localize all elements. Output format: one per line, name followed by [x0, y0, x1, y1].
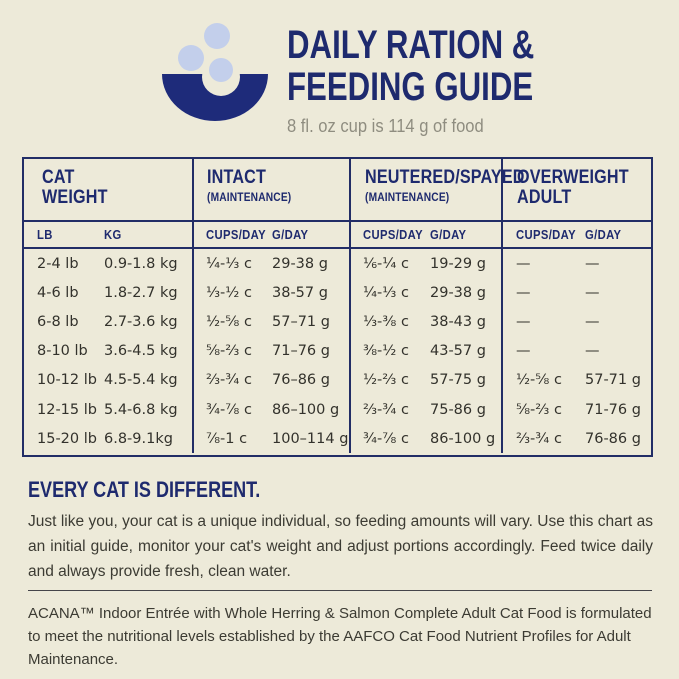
- cell-overweight-cups-row3: —: [516, 313, 531, 330]
- cell-neutered-cups-row5: ½-⅔ c: [363, 372, 409, 389]
- subheader-intact-grams: G/DAY: [268, 222, 351, 249]
- cell-weight-lb-row7: 15-20 lb: [37, 430, 97, 447]
- cup-conversion-note: 8 fl. oz cup is 114 g of food: [287, 116, 484, 136]
- cell-weight-lb-row6: 12-15 lb: [37, 401, 97, 418]
- subheader-overweight-cups: CUPS/DAY: [503, 222, 576, 249]
- column-header-intact: INTACT (MAINTENANCE): [192, 159, 351, 222]
- cell-neutered-cups-row4: ⅜-½ c: [363, 343, 409, 360]
- divider-line: [28, 590, 652, 591]
- page-title-line2: FEEDING GUIDE: [287, 65, 534, 109]
- column-header-neutered-spayed: NEUTERED/SPAYED (MAINTENANCE): [349, 159, 524, 222]
- column-header-overweight-adult: OVERWEIGHT ADULT: [501, 159, 651, 222]
- cell-weight-kg-row4: 3.6-4.5 kg: [86, 336, 194, 366]
- cell-neutered-cups-row6: ⅔-¾ c: [363, 401, 409, 418]
- cell-intact-grams-row1: 29-38 g: [268, 249, 351, 279]
- column-header-cat-weight: CAT WEIGHT: [24, 159, 194, 222]
- cell-intact-cups-row3: ½-⅝ c: [206, 313, 252, 330]
- cell-weight-kg-row1: 0.9-1.8 kg: [86, 249, 194, 279]
- cell-overweight-grams-row6: 71-76 g: [585, 401, 641, 418]
- subheader-lb: LB: [24, 222, 86, 249]
- cell-intact-cups-row2: ⅓-½ c: [206, 284, 252, 301]
- subheader-overweight-grams: G/DAY: [573, 222, 651, 249]
- cell-intact-grams-row2: 38-57 g: [268, 278, 351, 308]
- cell-overweight-cups-row7: ⅔-¾ c: [516, 430, 562, 447]
- cell-overweight-cups-row4: —: [516, 343, 531, 360]
- cell-weight-kg-row5: 4.5-5.4 kg: [86, 365, 194, 395]
- header: DAILY RATION & FEEDING GUIDE 8 fl. oz cu…: [287, 24, 604, 137]
- cell-neutered-grams-row3: 38-43 g: [423, 307, 503, 337]
- feeding-table: CAT WEIGHT INTACT (MAINTENANCE) NEUTERED…: [22, 157, 653, 457]
- cell-overweight-cups-row2: —: [516, 284, 531, 301]
- cell-overweight-grams-row7: 76-86 g: [585, 430, 641, 447]
- cell-weight-kg-row2: 1.8-2.7 kg: [86, 278, 194, 308]
- feeding-advice-text: Just like you, your cat is a unique indi…: [28, 513, 653, 580]
- cell-intact-grams-row3: 57–71 g: [268, 307, 351, 337]
- cell-overweight-cups-row1: —: [516, 255, 531, 272]
- page-title-line1: DAILY RATION &: [287, 23, 535, 67]
- cell-neutered-grams-row1: 19-29 g: [423, 249, 503, 279]
- cell-overweight-cups-row5: ½-⅝ c: [516, 372, 562, 389]
- subheader-neutered-grams: G/DAY: [423, 222, 503, 249]
- cell-weight-kg-row3: 2.7-3.6 kg: [86, 307, 194, 337]
- cell-overweight-grams-row3: —: [585, 313, 600, 330]
- cell-intact-cups-row1: ¼-⅓ c: [206, 255, 252, 272]
- cell-neutered-grams-row6: 75-86 g: [423, 394, 503, 425]
- cell-overweight-grams-row4: —: [585, 343, 600, 360]
- cell-neutered-cups-row1: ⅙-¼ c: [363, 255, 409, 272]
- cell-neutered-grams-row5: 57-75 g: [423, 365, 503, 395]
- subheader-neutered-cups: CUPS/DAY: [351, 222, 423, 249]
- cell-weight-lb-row5: 10-12 lb: [37, 372, 97, 389]
- cell-overweight-grams-row5: 57-71 g: [585, 372, 641, 389]
- cell-weight-lb-row4: 8-10 lb: [37, 343, 88, 360]
- cell-intact-grams-row5: 76–86 g: [268, 365, 351, 395]
- bowl-kibble-icon: [162, 23, 268, 121]
- cell-weight-lb-row2: 4-6 lb: [37, 284, 79, 301]
- aafco-statement: ACANA™ Indoor Entrée with Whole Herring …: [28, 605, 652, 668]
- cell-intact-grams-row4: 71–76 g: [268, 336, 351, 366]
- cell-intact-cups-row7: ⅞-1 c: [206, 430, 248, 447]
- cell-intact-grams-row6: 86–100 g: [268, 394, 351, 425]
- cell-weight-lb-row3: 6-8 lb: [37, 313, 79, 330]
- cell-neutered-cups-row7: ¾-⅞ c: [363, 430, 409, 447]
- cell-overweight-cups-row6: ⅝-⅔ c: [516, 401, 562, 418]
- cell-intact-cups-row5: ⅔-¾ c: [206, 372, 252, 389]
- cell-overweight-grams-row2: —: [585, 284, 600, 301]
- section-heading: EVERY CAT IS DIFFERENT.: [28, 477, 261, 502]
- subheader-intact-cups: CUPS/DAY: [194, 222, 268, 249]
- cell-intact-cups-row6: ¾-⅞ c: [206, 401, 252, 418]
- cell-neutered-cups-row3: ⅓-⅜ c: [363, 313, 409, 330]
- cell-weight-lb-row1: 2-4 lb: [37, 255, 79, 272]
- subheader-kg: KG: [86, 222, 194, 249]
- cell-neutered-cups-row2: ¼-⅓ c: [363, 284, 409, 301]
- cell-intact-grams-row7: 100–114 g: [268, 424, 351, 454]
- cell-weight-kg-row7: 6.8-9.1kg: [86, 424, 194, 454]
- cell-neutered-grams-row4: 43-57 g: [423, 336, 503, 366]
- cell-neutered-grams-row7: 86-100 g: [423, 424, 503, 454]
- cell-weight-kg-row6: 5.4-6.8 kg: [86, 394, 194, 425]
- cell-overweight-grams-row1: —: [585, 255, 600, 272]
- cell-neutered-grams-row2: 29-38 g: [423, 278, 503, 308]
- cell-intact-cups-row4: ⅝-⅔ c: [206, 343, 252, 360]
